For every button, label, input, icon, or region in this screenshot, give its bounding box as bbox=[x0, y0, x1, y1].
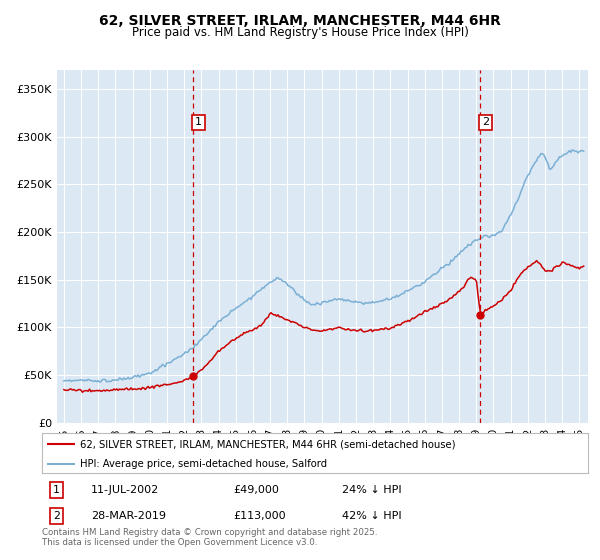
Text: Price paid vs. HM Land Registry's House Price Index (HPI): Price paid vs. HM Land Registry's House … bbox=[131, 26, 469, 39]
Text: 62, SILVER STREET, IRLAM, MANCHESTER, M44 6HR: 62, SILVER STREET, IRLAM, MANCHESTER, M4… bbox=[99, 14, 501, 28]
Text: 1: 1 bbox=[53, 484, 60, 494]
Text: 28-MAR-2019: 28-MAR-2019 bbox=[91, 511, 166, 521]
Text: £113,000: £113,000 bbox=[233, 511, 286, 521]
Text: Contains HM Land Registry data © Crown copyright and database right 2025.
This d: Contains HM Land Registry data © Crown c… bbox=[42, 528, 377, 548]
Text: 2: 2 bbox=[482, 118, 489, 128]
Text: 2: 2 bbox=[53, 511, 60, 521]
Text: £49,000: £49,000 bbox=[233, 484, 279, 494]
Text: 11-JUL-2002: 11-JUL-2002 bbox=[91, 484, 160, 494]
Text: HPI: Average price, semi-detached house, Salford: HPI: Average price, semi-detached house,… bbox=[80, 459, 328, 469]
Text: 42% ↓ HPI: 42% ↓ HPI bbox=[342, 511, 402, 521]
Text: 62, SILVER STREET, IRLAM, MANCHESTER, M44 6HR (semi-detached house): 62, SILVER STREET, IRLAM, MANCHESTER, M4… bbox=[80, 439, 456, 449]
Text: 1: 1 bbox=[195, 118, 202, 128]
Text: 24% ↓ HPI: 24% ↓ HPI bbox=[342, 484, 402, 494]
